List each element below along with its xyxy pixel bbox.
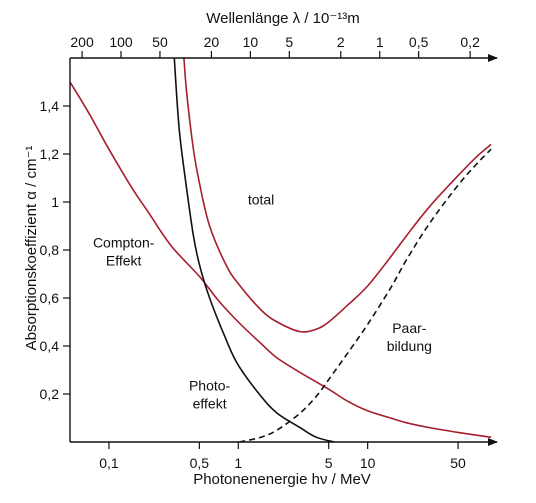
y-tick-label: 1,2 [40, 146, 60, 162]
x2-tick-label: 100 [109, 34, 133, 50]
series-compton-effekt-line [70, 81, 492, 438]
annotation-line: total [248, 191, 274, 207]
x2-tick-label: 10 [243, 34, 259, 50]
x2-tick-label: 0,2 [460, 34, 480, 50]
x2-tick-label: 1 [376, 34, 384, 50]
y-axis-title: Absorptionskoeffizient α / cm⁻¹ [23, 146, 40, 351]
annotation-line: Paar- [392, 320, 427, 336]
y-tick-label: 1,4 [40, 98, 60, 114]
x-tick-label: 10 [360, 455, 376, 471]
y-tick-label: 1 [51, 194, 59, 210]
annotation-photo: Photo-effekt [189, 377, 231, 411]
y-tick-label: 0,2 [40, 386, 60, 402]
x2-tick-label: 50 [152, 34, 168, 50]
x-axis-title: Photonenenergie hν / MeV [193, 471, 371, 488]
series-photoeffekt-line [173, 58, 335, 442]
x2-tick-label: 20 [204, 34, 220, 50]
annotation-total: total [248, 191, 274, 207]
x2-tick-label: 200 [70, 34, 94, 50]
x2-axis-title: Wellenlänge λ / 10⁻¹³m [206, 10, 360, 27]
x-tick-label: 1 [234, 455, 242, 471]
annotation-compton: Compton- Effekt [93, 235, 155, 269]
annotation-line: bildung [387, 338, 432, 354]
x-tick-label: 0,5 [190, 455, 210, 471]
ticks-layer [63, 51, 471, 449]
x-tick-label: 0,1 [99, 455, 119, 471]
x2-tick-label: 2 [337, 34, 345, 50]
series-layer [70, 58, 492, 442]
y-tick-label: 0,8 [40, 242, 60, 258]
annotation-line: Effekt [106, 253, 142, 269]
annotation-line: Compton- [93, 235, 155, 251]
annotation-line: Photo- [189, 377, 231, 393]
x2-tick-label: 0,5 [409, 34, 429, 50]
labels-layer: 0,1 0,5 1 5 10 50 200 100 50 20 10 5 2 1 0,5 0,2 0,2 0,4 0… [40, 34, 481, 471]
annotation-line: effekt [193, 395, 227, 411]
x2-tick-label: 5 [285, 34, 293, 50]
annotations-layer: total Compton- Effekt Photo-effekt Paar-bild… [93, 191, 432, 411]
series-paarbildung-line [239, 148, 492, 442]
x-tick-label: 5 [325, 455, 333, 471]
x-tick-label: 50 [450, 455, 466, 471]
annotation-paar: Paar-bildung [387, 320, 432, 354]
y-tick-label: 0,6 [40, 290, 60, 306]
y-tick-label: 0,4 [40, 338, 60, 354]
series-total-line [183, 58, 492, 333]
